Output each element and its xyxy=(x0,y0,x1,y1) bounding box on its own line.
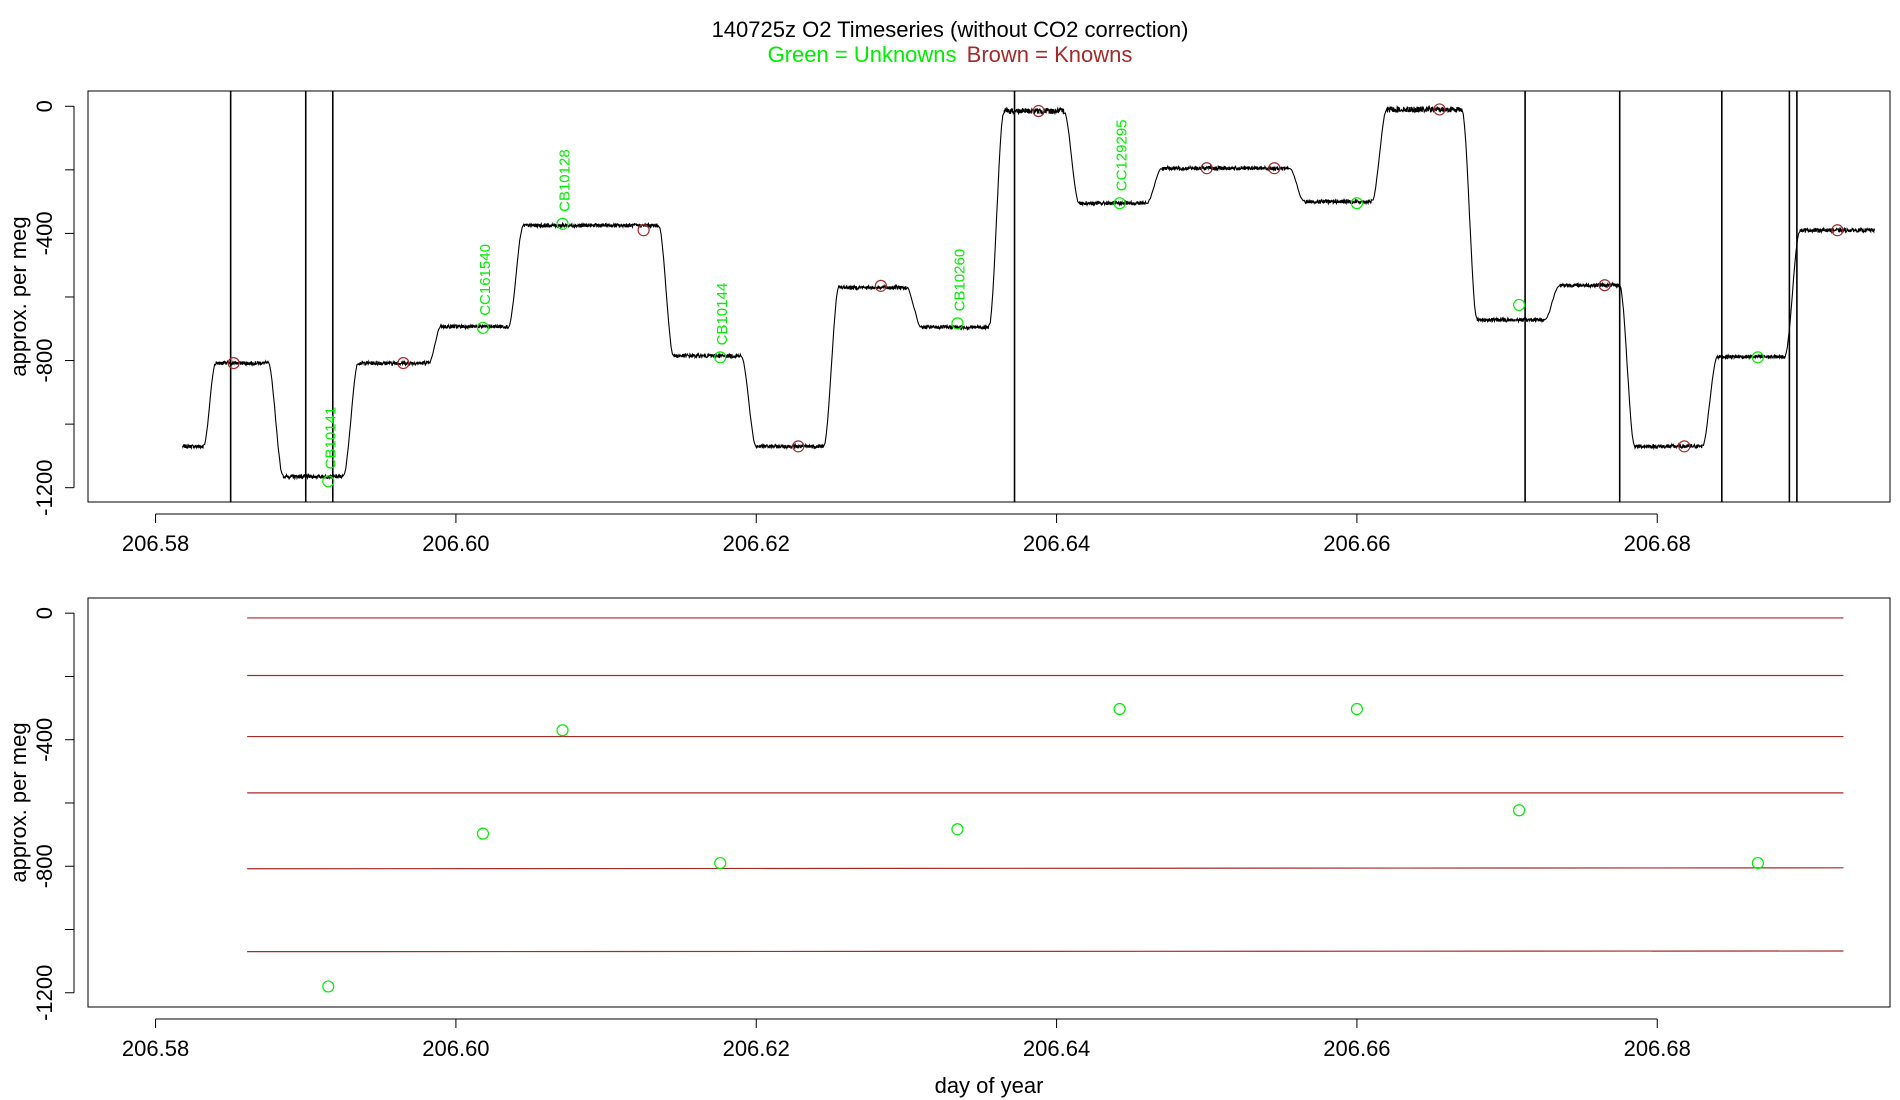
y-tick-label: -400 xyxy=(32,718,57,762)
x-tick-label: 206.58 xyxy=(122,1036,189,1061)
y-tick-label: -1200 xyxy=(32,965,57,1021)
known-point xyxy=(1678,440,1691,453)
plot-frame xyxy=(87,597,1891,1008)
x-tick-label: 206.60 xyxy=(422,531,489,556)
y-tick-label: -400 xyxy=(32,211,57,255)
known-point xyxy=(637,224,650,237)
unknown-point xyxy=(1512,804,1526,817)
unknown-point xyxy=(1113,702,1126,716)
subtitle-unknowns: Green = Unknowns xyxy=(768,42,957,67)
unknown-sample-label: CC161540 xyxy=(477,244,494,316)
known-point xyxy=(1598,279,1611,292)
bottom-panel-scatter: 206.58 206.60 206.62 206.64 206.66 206.68 day … xyxy=(6,597,1891,1098)
known-point xyxy=(1831,224,1844,237)
unknown-sample-label: CB10128 xyxy=(557,149,574,212)
unknown-point xyxy=(1350,197,1364,210)
known-point xyxy=(397,356,410,370)
x-tick-label: 206.64 xyxy=(1023,1036,1090,1061)
unknown-point xyxy=(714,856,727,870)
plot-area: CB10141 CC161540 CB10128 CB10144 CB10260 CC12… xyxy=(182,91,1875,502)
known-point xyxy=(1032,104,1045,118)
unknown-point xyxy=(1512,298,1526,312)
y-axis-label: approx. per meg xyxy=(6,722,31,882)
y-tick-label: -800 xyxy=(32,339,57,383)
unknown-point xyxy=(1751,856,1764,870)
unknown-sample-label: CB10144 xyxy=(714,283,731,346)
unknown-point xyxy=(322,980,335,993)
subtitle-knowns: Brown = Knowns xyxy=(967,42,1133,67)
unknown-point xyxy=(556,217,569,230)
x-tick-label: 206.66 xyxy=(1323,1036,1390,1061)
unknown-point xyxy=(1350,702,1364,716)
unknown-point xyxy=(951,823,964,836)
x-tick-label: 206.60 xyxy=(422,1036,489,1061)
x-tick-label: 206.64 xyxy=(1023,531,1090,556)
unknown-sample-label: CB10141 xyxy=(322,407,339,470)
y-tick-label: 0 xyxy=(32,100,57,112)
y-axis: 0 -400 -800 -1200 approx. per meg xyxy=(6,607,75,1021)
known-reference-line xyxy=(247,950,1844,953)
x-tick-label: 206.66 xyxy=(1323,531,1390,556)
top-panel-timeseries: 206.58 206.60 206.62 206.64 206.66 206.68 0 -40… xyxy=(6,90,1891,556)
x-tick-label: 206.62 xyxy=(723,1036,790,1061)
known-point xyxy=(227,356,240,370)
x-tick-label: 206.62 xyxy=(723,531,790,556)
unknown-sample-label: CB10260 xyxy=(951,249,968,312)
unknown-point xyxy=(476,321,490,334)
plot-area xyxy=(247,617,1844,993)
x-axis-label: day of year xyxy=(935,1073,1044,1098)
y-tick-label: 0 xyxy=(32,607,57,619)
plot-frame xyxy=(87,90,1891,503)
unknown-point xyxy=(714,351,727,364)
x-tick-label: 206.68 xyxy=(1624,531,1691,556)
unknown-point xyxy=(322,475,335,488)
known-point xyxy=(1433,103,1446,116)
unknown-point xyxy=(1113,197,1126,210)
known-reference-line xyxy=(247,867,1844,870)
chart-title: 140725z O2 Timeseries (without CO2 corre… xyxy=(712,17,1189,42)
unknown-sample-label: CC129295 xyxy=(1114,119,1131,191)
y-tick-label: -800 xyxy=(32,844,57,888)
o2-trace-line xyxy=(182,104,1875,481)
y-axis-label: approx. per meg xyxy=(6,216,31,376)
unknown-point xyxy=(476,827,490,840)
known-point xyxy=(1268,162,1281,175)
x-axis: 206.58 206.60 206.62 206.64 206.66 206.68 day … xyxy=(122,1018,1691,1098)
x-axis: 206.58 206.60 206.62 206.64 206.66 206.68 xyxy=(122,513,1691,556)
x-tick-label: 206.58 xyxy=(122,531,189,556)
known-point xyxy=(1200,162,1213,175)
unknown-point xyxy=(951,317,964,330)
known-point xyxy=(874,279,887,292)
x-tick-label: 206.68 xyxy=(1624,1036,1691,1061)
y-axis: 0 -400 -800 -1200 approx. per meg xyxy=(6,100,75,516)
unknown-point xyxy=(1751,351,1764,364)
known-point xyxy=(792,440,805,453)
chart-subtitle: Green = Unknowns Brown = Knowns xyxy=(768,42,1133,67)
unknown-point xyxy=(556,724,569,737)
y-tick-label: -1200 xyxy=(32,460,57,516)
